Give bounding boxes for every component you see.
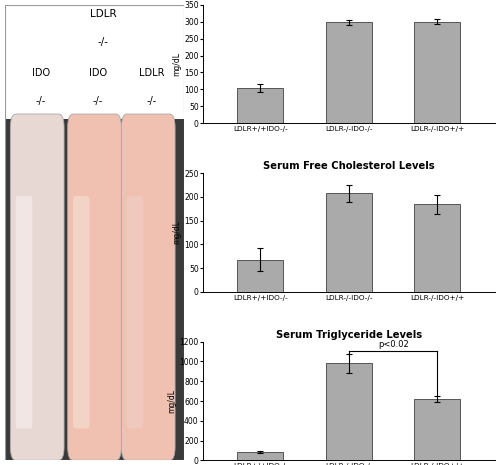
Bar xyxy=(326,364,372,460)
Bar xyxy=(326,193,372,292)
Text: IDO: IDO xyxy=(32,68,50,79)
Y-axis label: mg/dL: mg/dL xyxy=(168,389,176,413)
Title: Serum Total Cholesterol Levels: Serum Total Cholesterol Levels xyxy=(262,0,436,2)
Bar xyxy=(238,452,284,460)
Text: p<0.02: p<0.02 xyxy=(378,340,408,349)
Bar xyxy=(414,399,461,460)
Bar xyxy=(414,204,461,292)
Text: -/-: -/- xyxy=(93,96,103,106)
Y-axis label: mg/dL: mg/dL xyxy=(172,52,182,76)
FancyBboxPatch shape xyxy=(68,114,122,460)
FancyBboxPatch shape xyxy=(16,196,32,428)
Y-axis label: mg/dL: mg/dL xyxy=(172,220,182,245)
Title: Serum Triglyceride Levels: Serum Triglyceride Levels xyxy=(276,330,422,339)
Bar xyxy=(414,21,461,123)
Bar xyxy=(238,88,284,123)
FancyBboxPatch shape xyxy=(10,114,64,460)
Text: LDLR: LDLR xyxy=(90,9,117,19)
Text: LDLR: LDLR xyxy=(139,68,164,79)
Bar xyxy=(5,119,184,460)
FancyBboxPatch shape xyxy=(122,114,175,460)
Bar xyxy=(326,22,372,123)
Text: -/-: -/- xyxy=(98,37,109,46)
Bar xyxy=(238,259,284,292)
Text: IDO: IDO xyxy=(89,68,107,79)
Text: -/-: -/- xyxy=(146,96,157,106)
Title: Serum Free Cholesterol Levels: Serum Free Cholesterol Levels xyxy=(263,161,435,171)
FancyBboxPatch shape xyxy=(126,196,143,428)
FancyBboxPatch shape xyxy=(73,196,90,428)
Text: -/-: -/- xyxy=(36,96,46,106)
